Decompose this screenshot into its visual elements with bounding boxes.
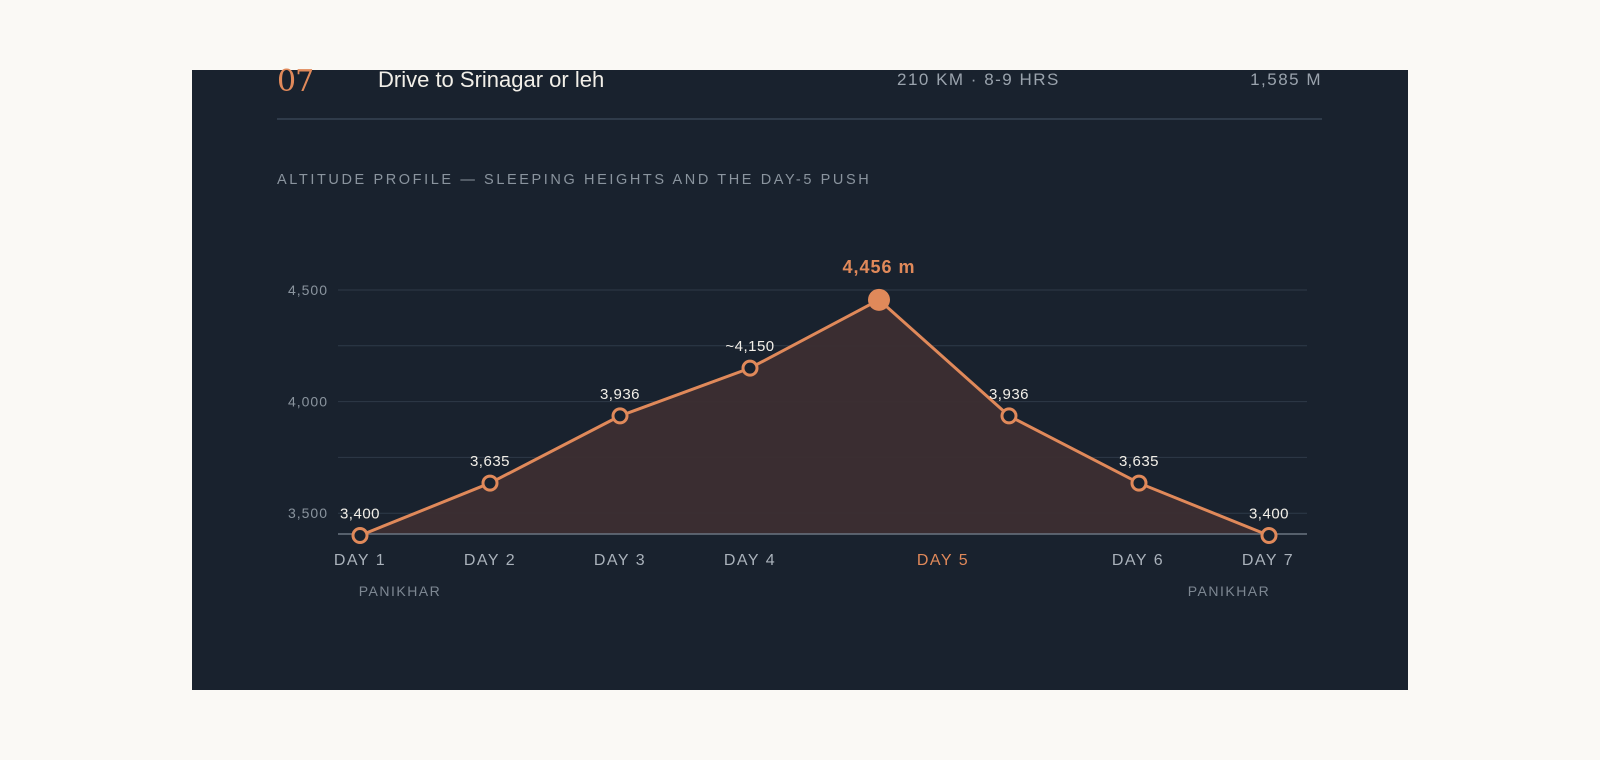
itinerary-row[interactable]: 07 Drive to Srinagar or leh 210 KM · 8-9… [277, 64, 1322, 120]
data-label: 3,936 [600, 386, 640, 403]
altitude-area [360, 299, 1269, 536]
y-tick-label: 3,500 [288, 505, 328, 521]
data-point [481, 474, 499, 492]
x-sublabel: PANIKHAR [1188, 583, 1271, 599]
data-point [741, 359, 759, 377]
data-point [1000, 407, 1018, 425]
y-tick-label: 4,000 [288, 394, 328, 410]
data-label: ~4,150 [725, 338, 774, 355]
day-title: Drive to Srinagar or leh [378, 67, 605, 92]
data-point [611, 407, 629, 425]
x-tick-label: DAY 4 [724, 552, 776, 569]
data-point [1260, 527, 1278, 545]
altitude-line [359, 298, 1270, 537]
y-tick-label: 4,500 [288, 282, 328, 298]
peak-point [868, 288, 890, 311]
x-tick-label: DAY 7 [1242, 552, 1294, 569]
x-tick-label: DAY 5 [917, 552, 969, 569]
x-tick-label: DAY 3 [594, 552, 646, 569]
data-label: 3,635 [470, 453, 510, 470]
x-tick-label: DAY 1 [334, 552, 386, 569]
data-label: 3,936 [989, 386, 1029, 403]
data-label: 3,635 [1119, 453, 1159, 470]
data-label: 3,400 [1249, 506, 1289, 523]
data-point [351, 527, 369, 545]
day-number: 07 [277, 64, 314, 99]
itinerary-panel: 07 Drive to Srinagar or leh 210 KM · 8-9… [192, 64, 1408, 690]
x-tick-label: DAY 6 [1112, 552, 1164, 569]
altitude-chart: 3,500 4,000 4,500 3,400 3,635 3,936 ~4,150 4,45… [288, 257, 1307, 599]
day-distance: 210 KM · 8-9 HRS [897, 70, 1060, 89]
data-point [1130, 474, 1148, 492]
x-sublabel: PANIKHAR [359, 583, 442, 599]
peak-label: 4,456 m [842, 257, 915, 277]
day-elevation: 1,585 M [1250, 70, 1322, 89]
chart-title: ALTITUDE PROFILE — SLEEPING HEIGHTS AND … [277, 172, 872, 188]
data-label: 3,400 [340, 506, 380, 523]
x-tick-label: DAY 2 [464, 552, 516, 569]
